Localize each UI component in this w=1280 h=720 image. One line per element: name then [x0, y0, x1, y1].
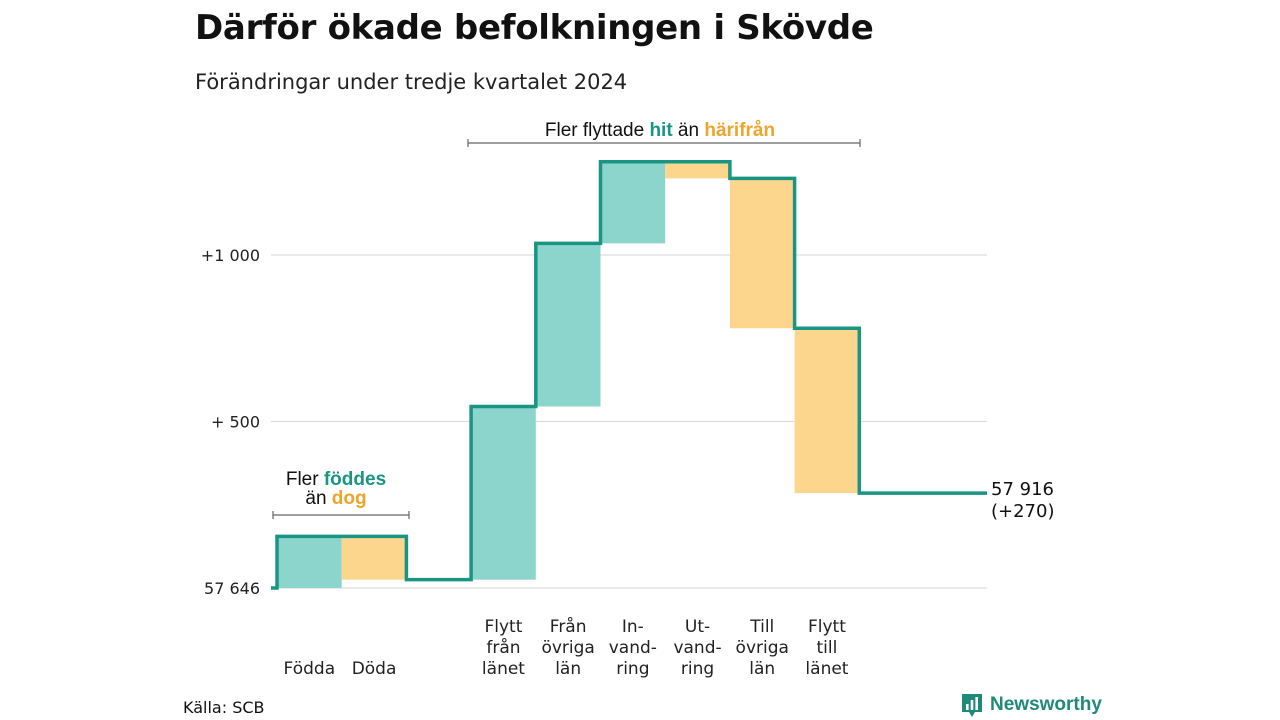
- category-label: Till övriga län: [736, 617, 789, 679]
- brand-logo: Newsworthy: [960, 692, 1102, 718]
- y-axis-ticks: 57 646 + 500 +1 000: [201, 246, 260, 598]
- migration-bracket: [467, 139, 861, 147]
- waterfall-bar: [341, 536, 407, 580]
- waterfall-bar: [600, 161, 666, 244]
- births-annotation-line1: Fler föddes: [286, 469, 386, 490]
- migration-annotation-text: Fler flyttade hit än härifrån: [545, 120, 775, 141]
- category-label: Födda: [284, 659, 336, 679]
- category-label: Döda: [352, 659, 397, 679]
- brand-name: Newsworthy: [990, 694, 1102, 715]
- births-bracket: [272, 511, 410, 519]
- waterfall-bar: [535, 243, 601, 407]
- births-annotation: Fler föddes än dog: [272, 469, 410, 519]
- category-labels: Födda Döda Flytt från länet Från övriga län In-v…: [284, 616, 849, 679]
- waterfall-bar: [471, 406, 536, 580]
- chart-subtitle: Förändringar under tredje kvartalet 2024: [195, 70, 628, 94]
- waterfall-bar: [729, 178, 795, 329]
- category-label: Ut-vand-ring: [673, 617, 721, 679]
- newsworthy-logo-icon: [962, 694, 982, 717]
- end-change-label: (+270): [991, 501, 1054, 522]
- births-annotation-line2: än dog: [305, 488, 366, 509]
- migration-annotation: Fler flyttade hit än härifrån: [467, 120, 861, 147]
- grid-lines: [271, 254, 987, 589]
- waterfall-bar: [665, 161, 730, 179]
- chart-title: Därför ökade befolkningen i Skövde: [195, 8, 874, 48]
- category-label: In-vand-ring: [609, 617, 657, 679]
- waterfall-bar: [277, 536, 342, 588]
- waterfall-bar: [794, 328, 860, 494]
- y-tick-label: +1 000: [201, 246, 260, 265]
- y-tick-label: + 500: [211, 413, 260, 432]
- running-total-line: [271, 160, 987, 590]
- category-label: Flytt från länet: [482, 617, 525, 679]
- end-value-label: 57 916: [991, 479, 1054, 500]
- source-note: Källa: SCB: [183, 698, 265, 717]
- category-label: Flytt till länet: [805, 617, 848, 679]
- y-tick-label: 57 646: [204, 579, 260, 598]
- category-label: Från övriga län: [541, 616, 594, 679]
- bars: [277, 161, 860, 588]
